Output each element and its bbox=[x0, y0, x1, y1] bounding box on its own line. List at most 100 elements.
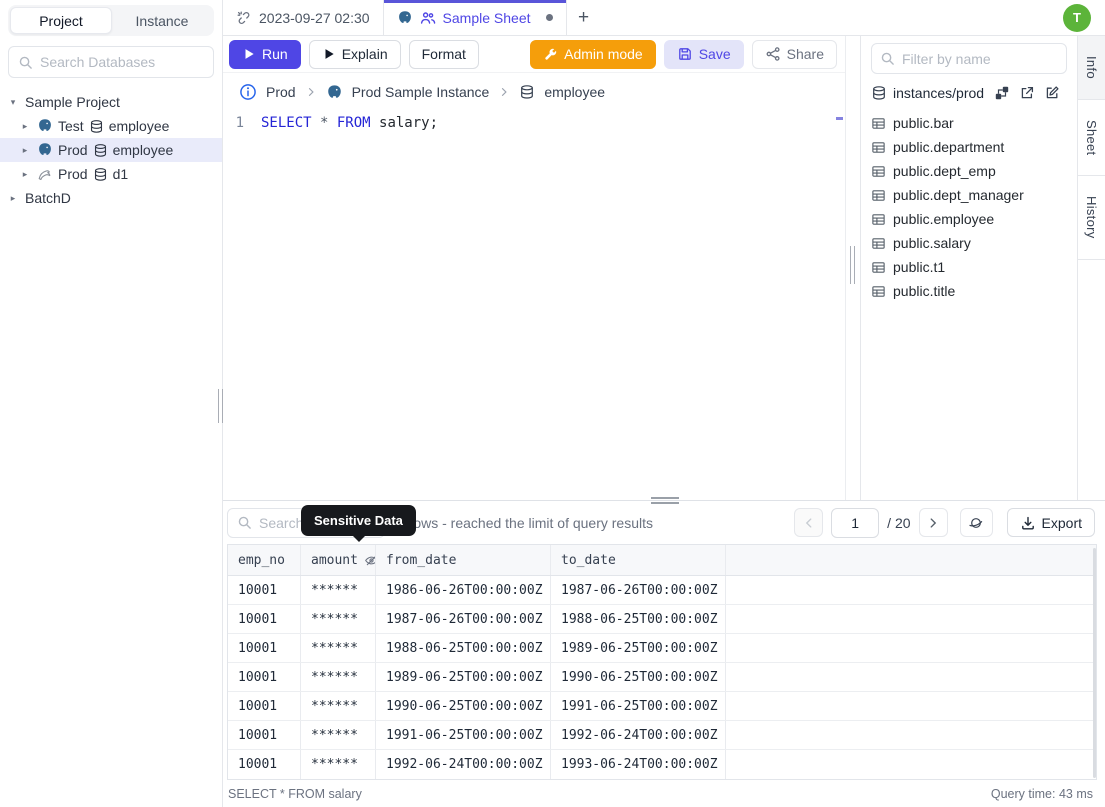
column-header-emp_no[interactable]: emp_no bbox=[228, 545, 301, 575]
caret-icon[interactable]: ▸ bbox=[22, 168, 28, 179]
table-list-item[interactable]: public.title bbox=[871, 279, 1067, 303]
admin-mode-button[interactable]: Admin mode bbox=[530, 39, 656, 69]
wrench-icon bbox=[543, 47, 558, 62]
table-icon bbox=[871, 236, 886, 251]
table-row[interactable]: 10001 ****** 1988-06-25T00:00:00Z 1989-06-2… bbox=[228, 634, 1096, 663]
table-cell: ****** bbox=[301, 750, 376, 779]
caret-icon[interactable]: ▾ bbox=[10, 96, 16, 107]
caret-icon[interactable]: ▸ bbox=[22, 120, 28, 131]
caret-icon[interactable]: ▸ bbox=[10, 192, 16, 203]
table-list-item[interactable]: public.t1 bbox=[871, 255, 1067, 279]
schema-diagram-icon[interactable] bbox=[994, 85, 1010, 101]
table-cell-filler bbox=[726, 750, 1096, 779]
avatar[interactable]: T bbox=[1063, 3, 1091, 32]
info-icon[interactable] bbox=[239, 83, 257, 101]
table-list-item[interactable]: public.department bbox=[871, 135, 1067, 159]
breadcrumb-instance[interactable]: Prod Sample Instance bbox=[351, 84, 490, 100]
play-icon bbox=[322, 47, 336, 61]
search-placeholder: Search Databases bbox=[40, 54, 156, 70]
table-row[interactable]: 10001 ****** 1991-06-25T00:00:00Z 1992-06-2… bbox=[228, 721, 1096, 750]
breadcrumb-environment[interactable]: Prod bbox=[266, 84, 296, 100]
sensitive-data-tooltip: Sensitive Data bbox=[301, 505, 416, 542]
table-row[interactable]: 10001 ****** 1987-06-26T00:00:00Z 1988-06-2… bbox=[228, 605, 1096, 634]
table-list-item[interactable]: public.dept_emp bbox=[871, 159, 1067, 183]
panel-resize-handle[interactable] bbox=[850, 246, 855, 284]
pagination: / 20 Export bbox=[794, 507, 1095, 538]
share-icon bbox=[765, 46, 781, 62]
table-list-item[interactable]: public.salary bbox=[871, 231, 1067, 255]
filter-input[interactable]: Filter by name bbox=[871, 43, 1067, 74]
column-header-from_date[interactable]: from_date bbox=[376, 545, 551, 575]
download-icon bbox=[1020, 515, 1036, 531]
code-line: 1 SELECT * FROM salary; bbox=[223, 115, 845, 131]
table-cell: ****** bbox=[301, 663, 376, 691]
tab-instance[interactable]: Instance bbox=[135, 12, 189, 29]
explain-button[interactable]: Explain bbox=[308, 39, 401, 69]
database-icon bbox=[871, 85, 887, 101]
column-header-to_date[interactable]: to_date bbox=[551, 545, 726, 575]
table-list-item[interactable]: public.dept_manager bbox=[871, 183, 1067, 207]
sql-token-op: * bbox=[311, 115, 337, 131]
save-button[interactable]: Save bbox=[663, 39, 744, 69]
new-tab-button[interactable]: + bbox=[577, 6, 590, 28]
shared-users-icon bbox=[420, 10, 436, 26]
tree-project-batchd[interactable]: ▸ BatchD bbox=[0, 186, 222, 210]
caret-icon[interactable]: ▸ bbox=[22, 144, 28, 155]
left-sidebar: Project Instance Search Databases ▾ Sampl… bbox=[0, 0, 223, 807]
table-cell: 1989-06-25T00:00:00Z bbox=[551, 634, 726, 662]
tab-query-history[interactable]: 2023-09-27 02:30 bbox=[223, 0, 384, 35]
eye-off-icon[interactable] bbox=[364, 553, 375, 568]
tree-database-test-employee[interactable]: ▸ Test employee bbox=[0, 114, 222, 138]
side-tab-sheet[interactable]: Sheet bbox=[1078, 100, 1105, 177]
format-button[interactable]: Format bbox=[408, 39, 479, 69]
table-list-item[interactable]: public.employee bbox=[871, 207, 1067, 231]
table-list-item[interactable]: public.bar bbox=[871, 111, 1067, 135]
tab-sample-sheet[interactable]: Sample Sheet bbox=[383, 0, 567, 35]
result-options-button[interactable] bbox=[959, 508, 993, 537]
sql-token-keyword: FROM bbox=[336, 115, 371, 131]
environment-label: Prod bbox=[58, 166, 88, 182]
result-table-scrollbar[interactable] bbox=[1093, 548, 1096, 778]
results-panel: Search 0 rows - reached the limit of que… bbox=[223, 497, 1105, 807]
tree-database-prod-employee[interactable]: ▸ Prod employee bbox=[0, 138, 222, 162]
chevron-right-icon bbox=[305, 86, 317, 98]
table-row[interactable]: 10001 ****** 1990-06-25T00:00:00Z 1991-06-2… bbox=[228, 692, 1096, 721]
export-button[interactable]: Export bbox=[1006, 508, 1095, 537]
result-table-header: emp_no amount from_date to_date bbox=[228, 545, 1096, 576]
database-search-input[interactable]: Search Databases bbox=[8, 46, 214, 78]
table-cell: 1988-06-25T00:00:00Z bbox=[551, 605, 726, 633]
unlink-icon bbox=[236, 10, 252, 26]
run-button[interactable]: Run bbox=[229, 39, 301, 69]
page-number-input[interactable] bbox=[831, 507, 880, 538]
table-cell: ****** bbox=[301, 721, 376, 749]
next-page-button[interactable] bbox=[918, 508, 948, 537]
sidebar-resize-handle[interactable] bbox=[218, 389, 223, 423]
table-row[interactable]: 10001 ****** 1989-06-25T00:00:00Z 1990-06-2… bbox=[228, 663, 1096, 692]
sql-code-editor[interactable]: 1 SELECT * FROM salary; bbox=[223, 109, 845, 500]
breadcrumb-database[interactable]: employee bbox=[544, 84, 606, 100]
side-tab-history[interactable]: History bbox=[1078, 176, 1105, 260]
column-header-amount[interactable]: amount bbox=[301, 545, 376, 575]
mysql-icon bbox=[37, 166, 53, 182]
tree-database-prod-d1[interactable]: ▸ Prod d1 bbox=[0, 162, 222, 186]
table-name: public.salary bbox=[893, 235, 971, 251]
query-time: Query time: 43 ms bbox=[990, 786, 1093, 801]
search-icon bbox=[880, 51, 895, 66]
side-tab-info[interactable]: Info bbox=[1078, 36, 1105, 100]
worksheet-tab-bar: 2023-09-27 02:30 Sample Sheet + T bbox=[223, 0, 1105, 36]
share-button[interactable]: Share bbox=[751, 39, 837, 69]
connection-label[interactable]: instances/prod bbox=[893, 85, 985, 101]
table-row[interactable]: 10001 ****** 1986-06-26T00:00:00Z 1987-06-2… bbox=[228, 576, 1096, 605]
schema-panel: Filter by name instances/prod public.bar… bbox=[860, 36, 1077, 500]
table-cell: 1992-06-24T00:00:00Z bbox=[376, 750, 551, 779]
table-row[interactable]: 10001 ****** 1992-06-24T00:00:00Z 1993-06-2… bbox=[228, 750, 1096, 779]
external-link-icon[interactable] bbox=[1019, 85, 1035, 101]
results-resize-handle[interactable] bbox=[651, 497, 679, 504]
database-tree: ▾ Sample Project ▸ Test employee ▸ Prod employe… bbox=[0, 90, 222, 807]
table-cell: 10001 bbox=[228, 663, 301, 691]
prev-page-button[interactable] bbox=[794, 508, 824, 537]
edit-icon[interactable] bbox=[1044, 85, 1060, 101]
tree-project-sample-project[interactable]: ▾ Sample Project bbox=[0, 90, 222, 114]
tab-project[interactable]: Project bbox=[10, 7, 112, 34]
environment-label: Test bbox=[58, 118, 84, 134]
